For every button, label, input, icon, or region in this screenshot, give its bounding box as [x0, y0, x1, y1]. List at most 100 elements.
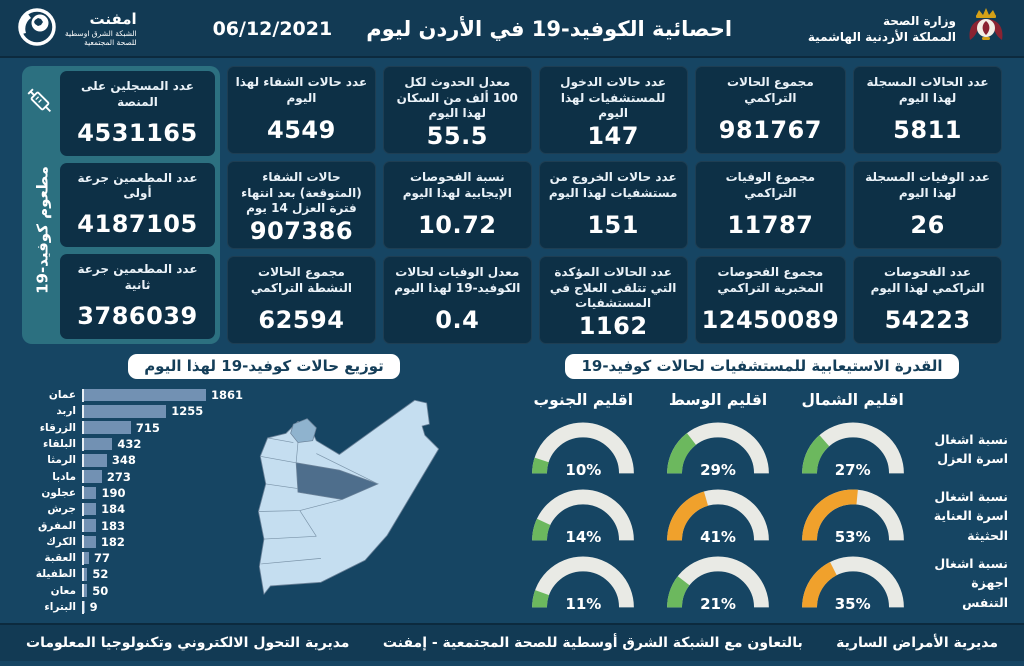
- bar-track: 1861: [82, 388, 243, 402]
- gauge-arc: [532, 422, 635, 474]
- bar-category-label: البلقاء: [43, 438, 76, 451]
- bar-track: 50: [82, 584, 206, 598]
- bar-row: الزرقاء 715: [20, 420, 252, 436]
- bar-value-label: 52: [92, 567, 109, 582]
- region-header: اقليم الوسط: [668, 391, 768, 409]
- emphnet-subtitle-1: الشبكة الشرق اوسطية: [65, 29, 137, 38]
- bar-value-label: 183: [100, 518, 125, 533]
- gauge: 10%: [530, 418, 636, 480]
- region-header: اقليم الشمال: [801, 391, 904, 409]
- bar-category-label: الرمثا: [47, 454, 76, 467]
- vaccination-card: عدد المطعمين جرعة أولى 4187105: [60, 162, 215, 248]
- vaccination-card-label: عدد المطعمين جرعة ثانية: [77, 262, 198, 292]
- stat-card-label: عدد حالات الدخول للمستشفيات لهذا اليوم: [560, 75, 667, 121]
- stat-card: عدد حالات الخروج من مستشفيات لهذا اليوم 1…: [538, 161, 688, 249]
- bar-value-label: 182: [100, 534, 125, 549]
- bar-value-label: 348: [111, 453, 136, 468]
- jordan-map: [252, 387, 514, 615]
- vaccination-panel: عدد المسجلين على المنصة 4531165 عدد المطعم…: [22, 66, 220, 344]
- bar-category-label: العقبة: [44, 552, 76, 565]
- bar-chart-rows: عمان 1861 اربد 1255 الزرقاء 715 البلقاء 432 الرم…: [16, 387, 252, 615]
- stat-card-label: نسبة الفحوصات الإيجابية لهذا اليوم: [402, 170, 512, 200]
- stat-card: عدد الحالات المسجلة لهذا اليوم 5811: [853, 66, 1002, 154]
- stat-card-value: 10.72: [418, 211, 497, 239]
- gauge-percent-label: 53%: [834, 528, 871, 546]
- stat-card: مجموع الحالات النشطة التراكمي 62594: [227, 256, 376, 344]
- gauge-percent-label: 41%: [700, 528, 736, 546]
- gauge-arc: [667, 422, 769, 474]
- bar-category-label: عمان: [48, 389, 76, 402]
- stat-card-value: 26: [910, 211, 945, 239]
- bar-row: الطفيلة 52: [20, 566, 252, 582]
- bar-category-label: الكرك: [46, 535, 76, 548]
- emphnet-subtitle-2: للصحة المجتمعية: [84, 38, 137, 48]
- gauge-percent-label: 35%: [834, 595, 871, 613]
- distribution-title: توزيع حالات كوفيد-19 لهذا اليوم: [128, 354, 400, 379]
- bottom-section: القدرة الاستيعابية للمستشفيات لحالات كوف…: [0, 348, 1024, 620]
- bar-row: البتراء 9: [20, 599, 252, 615]
- stat-card-label: مجموع الحالات التراكمي: [726, 75, 814, 105]
- capacity-title: القدرة الاستيعابية للمستشفيات لحالات كوف…: [565, 354, 959, 379]
- stat-card-label: عدد حالات الخروج من مستشفيات لهذا اليوم: [548, 170, 678, 200]
- bar-row: جرش 184: [20, 501, 252, 517]
- gauge-percent-label: 29%: [700, 461, 736, 479]
- vaccination-card-label: عدد المسجلين على المنصة: [81, 79, 194, 109]
- stat-card-value: 62594: [258, 306, 345, 334]
- bar-value-label: 273: [106, 469, 131, 484]
- bar-category-label: المفرق: [37, 519, 76, 532]
- bar-track: 182: [82, 534, 206, 549]
- gauge-row-label: نسبة اشغال اجهزة التنفس: [934, 555, 1008, 610]
- vaccination-card: عدد المطعمين جرعة ثانية 3786039: [60, 254, 215, 340]
- bar: [84, 388, 206, 402]
- hospital-capacity-section: القدرة الاستيعابية للمستشفيات لحالات كوف…: [516, 354, 1008, 620]
- stat-card-value: 55.5: [426, 121, 488, 150]
- stat-card-label: حالات الشفاء (المتوقعة) بعد انتهاء فترة …: [241, 170, 362, 216]
- stat-card-label: عدد الحالات المؤكدة التي تتلقى العلاج في…: [549, 265, 677, 311]
- bar-track: 77: [82, 551, 206, 565]
- report-date: 06/12/2021: [212, 18, 333, 40]
- vaccination-card: عدد المسجلين على المنصة 4531165: [60, 71, 215, 156]
- gauge: 27%: [800, 418, 906, 480]
- kingdom-name: المملكة الأردنية الهاشمية: [807, 30, 956, 44]
- stat-card: مجموع الحالات التراكمي 981767: [694, 66, 847, 154]
- gauge: 35%: [800, 552, 906, 614]
- bar-track: 273: [82, 469, 206, 484]
- stat-card: عدد حالات الدخول للمستشفيات لهذا اليوم 14…: [538, 66, 688, 154]
- gauge-percent-label: 14%: [565, 528, 602, 546]
- bar-row: معان 50: [20, 583, 252, 599]
- bar-row: عجلون 190: [20, 485, 252, 501]
- vaccination-card-value: 4531165: [77, 118, 198, 147]
- map-region-irbid: [290, 418, 317, 443]
- stat-card-value: 147: [587, 121, 639, 150]
- footer: مديرية الأمراض السارية بالتعاون مع الشبك…: [0, 623, 1024, 661]
- stat-card: نسبة الفحوصات الإيجابية لهذا اليوم 10.72: [382, 161, 532, 249]
- ministry-branding: وزارة الصحة المملكة الأردنية الهاشمية: [808, 6, 1008, 52]
- bar: [84, 502, 97, 516]
- stat-card: مجموع الوفيات التراكمي 11787: [694, 161, 847, 249]
- title-group: احصائية الكوفيد-19 في الأردن ليوم 06/12/…: [137, 17, 808, 41]
- gauge-arc: [801, 422, 904, 474]
- bar-row: الرمثا 348: [20, 452, 252, 468]
- stat-card-label: مجموع الحالات النشطة التراكمي: [250, 265, 352, 295]
- emphnet-name: امفنت: [89, 10, 137, 29]
- gauge-grid-corner: [920, 383, 1008, 413]
- bar-track: 9: [82, 600, 206, 614]
- map-region-amman: [295, 462, 379, 500]
- stat-card-value: 5811: [893, 116, 962, 144]
- jordan-coat-of-arms-icon: [964, 6, 1008, 52]
- bar-row: عمان 1861: [20, 387, 252, 403]
- bar-track: 715: [82, 421, 206, 435]
- stat-card: مجموع الفحوصات المخبرية التراكمي 12450089: [694, 256, 847, 344]
- stat-card-value: 981767: [718, 116, 822, 144]
- stat-card-value: 907386: [249, 216, 354, 245]
- gauge-percent-label: 27%: [834, 461, 871, 479]
- stat-card-label: مجموع الوفيات التراكمي: [725, 170, 816, 200]
- vaccination-card-value: 4187105: [77, 210, 198, 239]
- gauge: 29%: [665, 418, 771, 480]
- jordan-map-svg: [258, 399, 440, 595]
- bar: [84, 568, 88, 581]
- vaccination-side-label: مطعوم كوفيد-19: [33, 166, 52, 294]
- bar-category-label: البتراء: [44, 601, 76, 613]
- header: وزارة الصحة المملكة الأردنية الهاشمية اح…: [0, 0, 1024, 58]
- bar: [84, 551, 90, 565]
